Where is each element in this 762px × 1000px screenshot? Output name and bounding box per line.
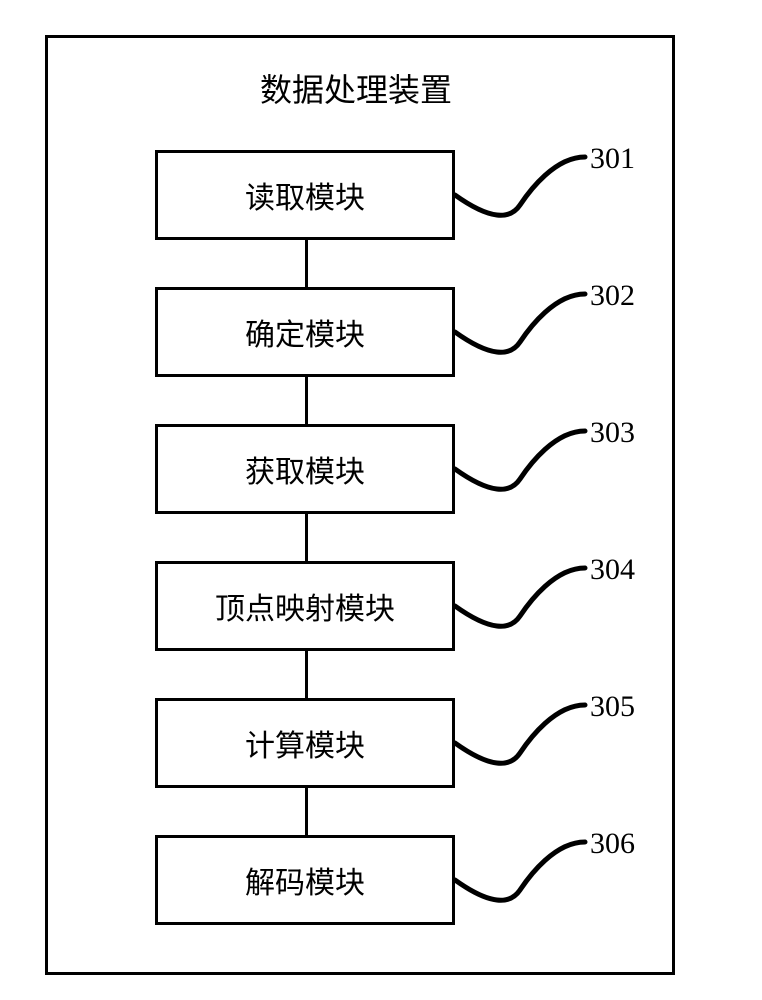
connector-1	[305, 240, 308, 287]
module-ref-5: 305	[590, 690, 635, 724]
module-box-3: 获取模块	[155, 424, 455, 514]
bracket-5	[455, 680, 600, 763]
module-label: 计算模块	[245, 721, 365, 765]
module-ref-2: 302	[590, 279, 635, 313]
module-ref-4: 304	[590, 553, 635, 587]
bracket-1	[455, 132, 600, 215]
module-label: 解码模块	[245, 858, 365, 902]
diagram-title: 数据处理装置	[260, 65, 452, 111]
bracket-2	[455, 269, 600, 352]
module-box-1: 读取模块	[155, 150, 455, 240]
connector-4	[305, 651, 308, 698]
connector-3	[305, 514, 308, 561]
bracket-6	[455, 817, 600, 900]
connector-5	[305, 788, 308, 835]
module-label: 获取模块	[245, 447, 365, 491]
module-ref-3: 303	[590, 416, 635, 450]
module-box-6: 解码模块	[155, 835, 455, 925]
module-box-4: 顶点映射模块	[155, 561, 455, 651]
module-label: 确定模块	[245, 310, 365, 354]
bracket-3	[455, 406, 600, 489]
module-label: 顶点映射模块	[215, 584, 395, 628]
bracket-4	[455, 543, 600, 626]
module-label: 读取模块	[245, 173, 365, 217]
module-box-2: 确定模块	[155, 287, 455, 377]
connector-2	[305, 377, 308, 424]
module-box-5: 计算模块	[155, 698, 455, 788]
module-ref-1: 301	[590, 142, 635, 176]
module-ref-6: 306	[590, 827, 635, 861]
